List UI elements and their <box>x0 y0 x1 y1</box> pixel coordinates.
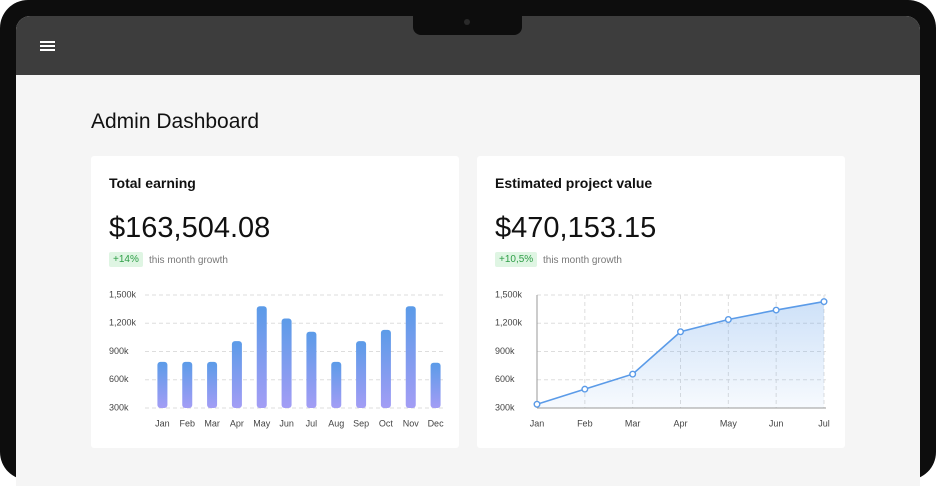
bar <box>231 341 242 408</box>
x-tick-label: Apr <box>673 418 687 428</box>
bar <box>256 306 267 408</box>
growth-badge: +10,5% <box>495 252 538 267</box>
y-tick-label: 900k <box>109 346 129 356</box>
x-tick-label: Apr <box>230 418 244 428</box>
point <box>772 306 780 314</box>
camera <box>464 19 470 25</box>
point <box>581 385 589 393</box>
y-tick-label: 900k <box>495 346 515 356</box>
growth-text: this month growth <box>149 255 228 266</box>
x-tick-label: Nov <box>403 418 420 428</box>
x-tick-label: Jun <box>769 418 784 428</box>
amount: $470,153.15 <box>495 212 657 244</box>
x-tick-label: Jan <box>155 418 170 428</box>
bar <box>281 318 292 408</box>
menu-icon[interactable] <box>40 45 55 47</box>
bar <box>182 361 193 408</box>
x-tick-label: May <box>720 418 738 428</box>
bar <box>430 362 441 408</box>
growth-text: this month growth <box>543 255 622 266</box>
page-title: Admin Dashboard <box>91 110 260 133</box>
x-tick-label: Jun <box>279 418 294 428</box>
x-tick-label: Mar <box>625 418 641 428</box>
point <box>820 298 828 306</box>
x-tick-label: Aug <box>328 418 344 428</box>
bar <box>207 361 218 408</box>
point <box>677 328 685 336</box>
x-tick-label: Jul <box>306 418 318 428</box>
menu-icon[interactable] <box>40 49 55 51</box>
y-tick-label: 600k <box>495 374 515 384</box>
y-tick-label: 1,200k <box>495 318 523 328</box>
area <box>537 301 824 408</box>
y-tick-label: 1,200k <box>109 318 137 328</box>
point <box>629 370 637 378</box>
amount: $163,504.08 <box>109 212 271 244</box>
notch <box>413 16 522 35</box>
y-tick-label: 300k <box>109 402 129 412</box>
x-tick-label: Sep <box>353 418 369 428</box>
x-tick-label: Feb <box>179 418 195 428</box>
card: Total earning $163,504.08 +14% this mont… <box>91 156 459 448</box>
x-tick-label: Oct <box>379 418 394 428</box>
x-tick-label: Mar <box>204 418 220 428</box>
bar <box>306 331 317 408</box>
card-title: Estimated project value <box>495 175 653 191</box>
y-tick-label: 300k <box>495 402 515 412</box>
x-tick-label: Jul <box>818 418 830 428</box>
bar <box>157 361 168 408</box>
menu-icon[interactable] <box>40 41 55 43</box>
y-tick-label: 1,500k <box>495 289 523 299</box>
growth-badge: +14% <box>109 252 143 267</box>
bar <box>380 329 391 408</box>
card-title: Total earning <box>109 175 196 191</box>
bar <box>331 361 342 408</box>
charts: 300k 600k 900k 1,200k 1,500k Jan Feb Mar Apr May J… <box>109 289 830 428</box>
y-tick-label: 600k <box>109 374 129 384</box>
screen: Admin Dashboard Total earning $163,504.0… <box>16 16 920 486</box>
bar <box>405 306 416 408</box>
x-tick-label: Feb <box>577 418 593 428</box>
x-tick-label: May <box>253 418 271 428</box>
point <box>724 315 732 323</box>
x-tick-label: Dec <box>428 418 445 428</box>
point <box>533 400 541 408</box>
bar <box>356 341 367 408</box>
y-tick-label: 1,500k <box>109 289 137 299</box>
x-tick-label: Jan <box>530 418 545 428</box>
